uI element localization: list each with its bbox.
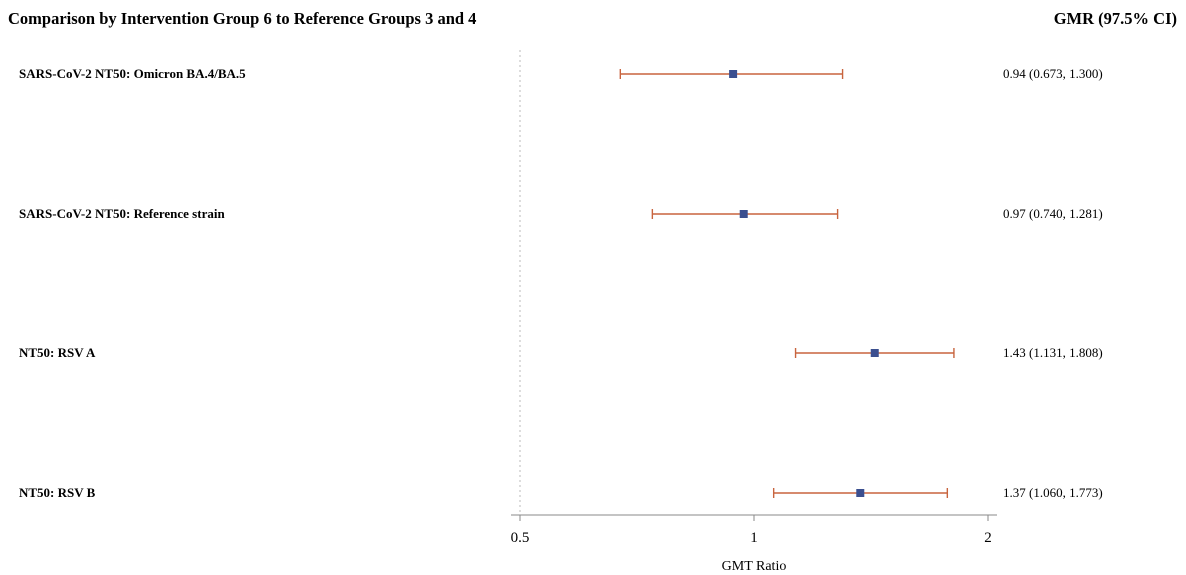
ci-column-header: GMR (97.5% CI) [1053,9,1177,28]
row-ci-rsv-b: 1.37 (1.060, 1.773) [1003,485,1103,500]
chart-marks: 0.5 1 2 [511,69,992,546]
row-label-reference-strain: SARS-CoV-2 NT50: Reference strain [19,206,225,221]
row-ci-reference-strain: 0.97 (0.740, 1.281) [1003,206,1103,221]
row-ci-omicron: 0.94 (0.673, 1.300) [1003,66,1103,81]
x-tick-label-2: 2 [984,530,992,546]
row-label-rsv-a: NT50: RSV A [19,345,96,360]
point-estimate-0 [729,70,738,78]
x-tick-label-1: 1 [750,530,758,546]
row-label-omicron: SARS-CoV-2 NT50: Omicron BA.4/BA.5 [19,66,246,81]
row-ci-rsv-a: 1.43 (1.131, 1.808) [1003,345,1103,360]
x-tick-label-0: 0.5 [511,530,530,546]
point-estimate-3 [856,489,865,497]
point-estimate-2 [870,349,879,357]
row-label-rsv-b: NT50: RSV B [19,485,96,500]
point-estimate-1 [739,210,748,218]
x-axis-title: GMT Ratio [722,559,787,574]
chart-title: Comparison by Intervention Group 6 to Re… [8,9,477,28]
